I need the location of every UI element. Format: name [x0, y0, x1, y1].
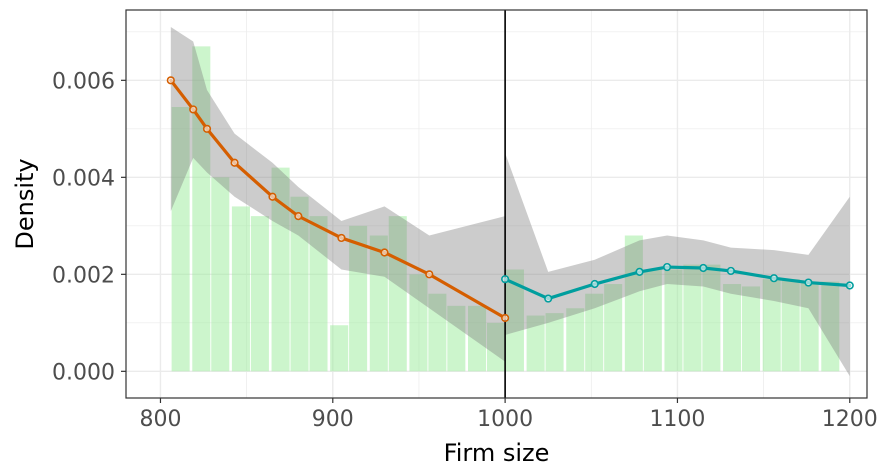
fit-point-right — [699, 263, 708, 273]
confidence-band-right — [505, 153, 850, 377]
x-tick-label: 1000 — [477, 407, 533, 432]
fit-point-left — [268, 192, 277, 201]
y-tick-label: 0.000 — [52, 360, 115, 385]
histogram-bar — [742, 286, 761, 372]
histogram-bar — [683, 264, 702, 372]
confidence-band-left — [170, 26, 506, 362]
histogram-bar — [388, 216, 407, 372]
histogram-bar — [428, 293, 447, 372]
histogram-bar — [171, 107, 190, 372]
histogram-bar — [231, 206, 250, 372]
histogram-bars — [171, 46, 840, 372]
fit-line-left — [169, 78, 507, 320]
confidence-bands — [170, 26, 850, 377]
histogram-bar — [821, 281, 840, 372]
y-axis-title: Density — [11, 158, 39, 249]
histogram-bar — [664, 269, 683, 372]
histogram-bar — [349, 225, 368, 372]
histogram-bar — [762, 279, 781, 372]
histogram-bar — [604, 284, 623, 372]
fit-point-left — [189, 105, 198, 114]
fit-point-left — [425, 270, 434, 279]
fit-point-left — [166, 76, 175, 85]
x-tick-label: 800 — [139, 407, 181, 432]
fit-point-left — [380, 248, 389, 257]
x-tick-label: 1100 — [649, 407, 705, 432]
panel-border — [125, 9, 868, 399]
x-axis-title: Firm size — [444, 439, 550, 467]
histogram-bar — [250, 216, 269, 372]
histogram-bar — [585, 293, 604, 372]
y-axis-ticks: 0.000 0.002 0.004 0.006 — [52, 69, 126, 385]
fit-point-left — [294, 212, 303, 221]
fit-point-right — [501, 275, 510, 284]
fit-point-right — [769, 274, 779, 283]
histogram-bar — [409, 274, 428, 372]
fit-line-right — [503, 265, 852, 301]
fit-point-right — [544, 294, 553, 303]
fit-point-left — [337, 233, 346, 243]
histogram-bar — [643, 269, 662, 372]
histogram-bar — [545, 313, 564, 372]
histogram-bar — [271, 167, 290, 372]
fit-point-right — [635, 267, 644, 277]
histogram-bar — [468, 305, 487, 372]
histogram-bar — [505, 269, 524, 372]
fit-point-right — [845, 281, 854, 290]
y-tick-label: 0.004 — [52, 166, 115, 191]
histogram-bar — [723, 284, 742, 372]
histogram-bar — [447, 305, 466, 372]
histogram-bar — [781, 279, 800, 372]
histogram-bar — [369, 235, 388, 372]
histogram-bar — [309, 216, 328, 372]
histogram-bar — [290, 196, 309, 372]
histogram-bar — [526, 315, 545, 372]
histogram-bar — [566, 308, 585, 372]
histogram-bar — [330, 325, 349, 372]
fit-point-right — [590, 279, 599, 289]
y-tick-label: 0.002 — [52, 263, 115, 288]
fit-point-right — [663, 262, 672, 272]
fit-point-right — [804, 278, 813, 287]
fit-point-left — [230, 158, 239, 167]
x-tick-label: 900 — [312, 407, 354, 432]
y-tick-label: 0.006 — [52, 69, 115, 94]
histogram-bar — [211, 177, 230, 372]
histogram-bar — [800, 281, 819, 372]
fit-point-left — [202, 124, 212, 133]
fit-points — [166, 76, 854, 323]
x-tick-label: 1200 — [822, 407, 878, 432]
x-axis-ticks: 800 900 1000 1100 1200 — [139, 398, 878, 432]
fit-point-left — [501, 313, 510, 323]
histogram-bar — [702, 264, 721, 372]
fit-lines — [169, 78, 852, 320]
histogram-bar — [486, 322, 506, 372]
fit-point-right — [726, 266, 735, 276]
